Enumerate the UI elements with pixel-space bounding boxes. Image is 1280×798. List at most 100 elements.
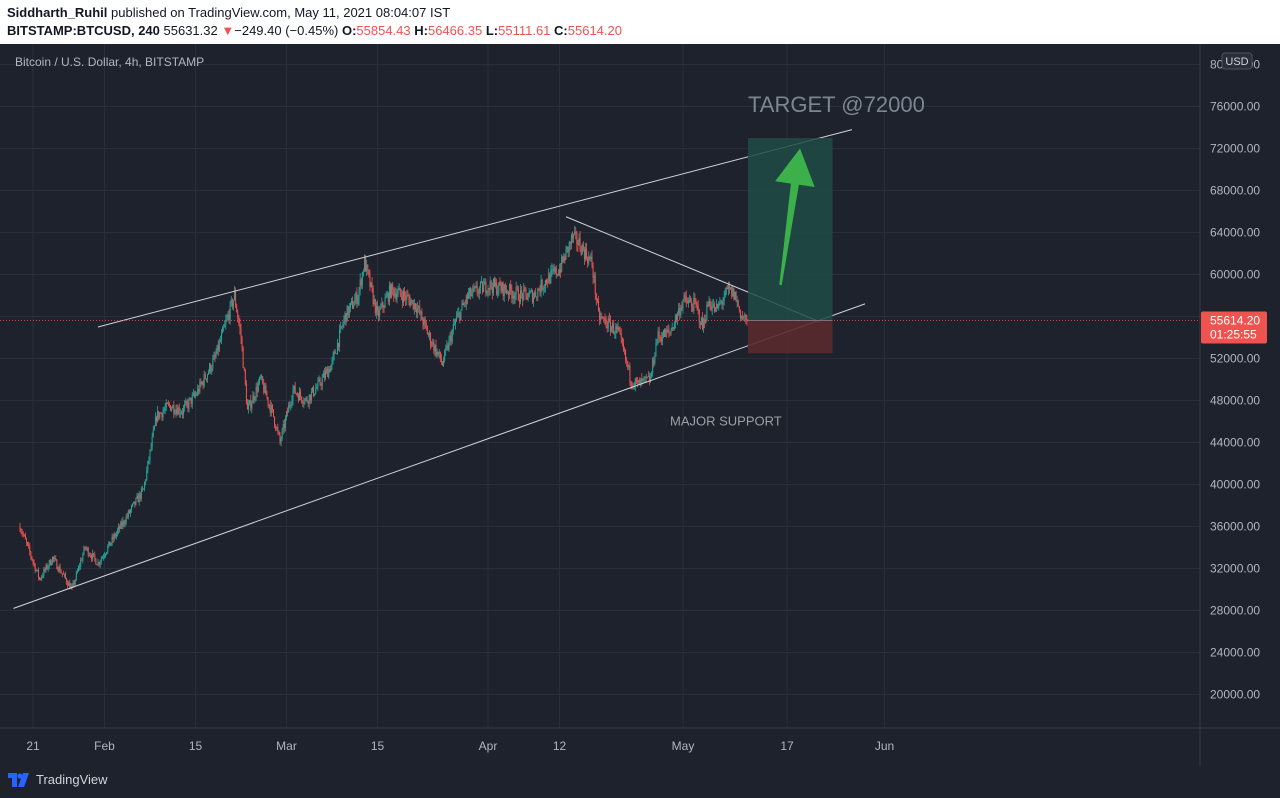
- tradingview-logo-icon: [8, 772, 29, 787]
- candle-body: [138, 493, 140, 503]
- candle-body: [419, 306, 421, 314]
- candle-body: [705, 320, 707, 324]
- candle-body: [174, 413, 176, 415]
- price-chart[interactable]: Bitcoin / U.S. Dollar, 4h, BITSTAMP TARGE…: [0, 44, 1280, 766]
- candle-body: [409, 299, 411, 306]
- candle-body: [212, 359, 214, 369]
- candle-body: [424, 319, 426, 323]
- candle-body: [124, 523, 126, 524]
- candle-body: [160, 412, 162, 414]
- last-price: 55631.32: [163, 23, 218, 38]
- candle-body: [690, 300, 692, 303]
- candle-body: [179, 413, 181, 414]
- candle-body: [470, 288, 472, 297]
- candle-body: [616, 326, 618, 329]
- candle-body: [379, 308, 381, 317]
- candle-body: [53, 556, 55, 559]
- candle-body: [464, 303, 466, 305]
- candle-body: [152, 430, 154, 437]
- tradingview-logo[interactable]: TradingView: [8, 772, 108, 787]
- candle-body: [473, 287, 475, 289]
- candle-body: [112, 536, 114, 540]
- candle-body: [128, 510, 130, 514]
- candle-body: [418, 306, 420, 308]
- candle-body: [710, 307, 712, 310]
- candle-body: [67, 582, 69, 586]
- candle-body: [737, 300, 739, 307]
- candle-body: [527, 297, 529, 300]
- candle-body: [593, 275, 595, 278]
- candle-body: [347, 306, 349, 316]
- candle-body: [92, 553, 94, 559]
- candle-body: [281, 429, 283, 440]
- candle-body: [31, 556, 33, 560]
- candle-body: [601, 316, 603, 318]
- candle-body: [196, 394, 198, 396]
- candle-body: [487, 287, 489, 293]
- candle-body: [159, 412, 161, 419]
- candle-body: [111, 536, 113, 544]
- candle-body: [278, 431, 280, 435]
- candle-body: [237, 312, 239, 319]
- candle-body: [236, 305, 238, 313]
- candle-body: [95, 558, 97, 565]
- countdown-label: 01:25:55: [1210, 328, 1257, 342]
- candle-body: [63, 574, 65, 575]
- candle-body: [60, 572, 62, 574]
- candle-body: [587, 257, 589, 264]
- candle-body: [309, 394, 311, 401]
- candle-body: [150, 446, 152, 450]
- candle-body: [255, 386, 257, 398]
- low-value: 55111.61: [498, 23, 551, 38]
- candle-body: [52, 556, 53, 564]
- candle-body: [224, 324, 226, 328]
- candle-body: [133, 501, 135, 504]
- candle-body: [581, 244, 583, 255]
- candle-body: [99, 561, 101, 565]
- candle-body: [577, 244, 579, 246]
- candle-body: [178, 407, 180, 414]
- candle-body: [726, 288, 728, 289]
- candle-body: [114, 534, 116, 537]
- candle-body: [230, 299, 232, 303]
- candle-body: [707, 304, 709, 307]
- candle-body: [605, 319, 607, 327]
- last-price-badge: [1201, 311, 1267, 344]
- candle-body: [326, 369, 328, 372]
- candle-body: [395, 293, 397, 300]
- candle-body: [576, 233, 578, 245]
- candle-body: [533, 297, 534, 303]
- candle-body: [625, 350, 627, 360]
- x-tick-label: 15: [189, 739, 203, 753]
- chart-area[interactable]: Bitcoin / U.S. Dollar, 4h, BITSTAMP TARGE…: [0, 44, 1280, 766]
- candle-body: [91, 556, 92, 559]
- candle-body: [528, 292, 530, 298]
- candle-body: [702, 317, 703, 329]
- candle-body: [691, 302, 693, 308]
- candle-body: [23, 534, 25, 536]
- candle-body: [348, 307, 350, 316]
- author-name[interactable]: Siddharth_Ruhil: [7, 5, 108, 20]
- candle-body: [269, 404, 271, 413]
- candle-body: [180, 412, 182, 414]
- candle-body: [659, 337, 661, 339]
- candle-body: [743, 316, 745, 318]
- candle-body: [55, 558, 57, 560]
- candle-body: [35, 570, 37, 571]
- candle-body: [47, 566, 49, 569]
- candle-body: [381, 302, 383, 308]
- open-label: O:: [341, 23, 357, 38]
- candle-body: [469, 288, 471, 294]
- candle-body: [677, 313, 679, 320]
- candle-body: [335, 353, 337, 355]
- candle-body: [300, 391, 302, 397]
- x-tick-label: Feb: [94, 739, 115, 753]
- candle-body: [564, 256, 566, 260]
- candle-body: [461, 303, 463, 310]
- candle-body: [644, 376, 646, 378]
- candle-body: [229, 302, 231, 320]
- last-price-label: 55614.20: [1210, 314, 1260, 328]
- candle-body: [580, 249, 582, 255]
- candle-body: [29, 546, 31, 553]
- candle-body: [117, 530, 118, 534]
